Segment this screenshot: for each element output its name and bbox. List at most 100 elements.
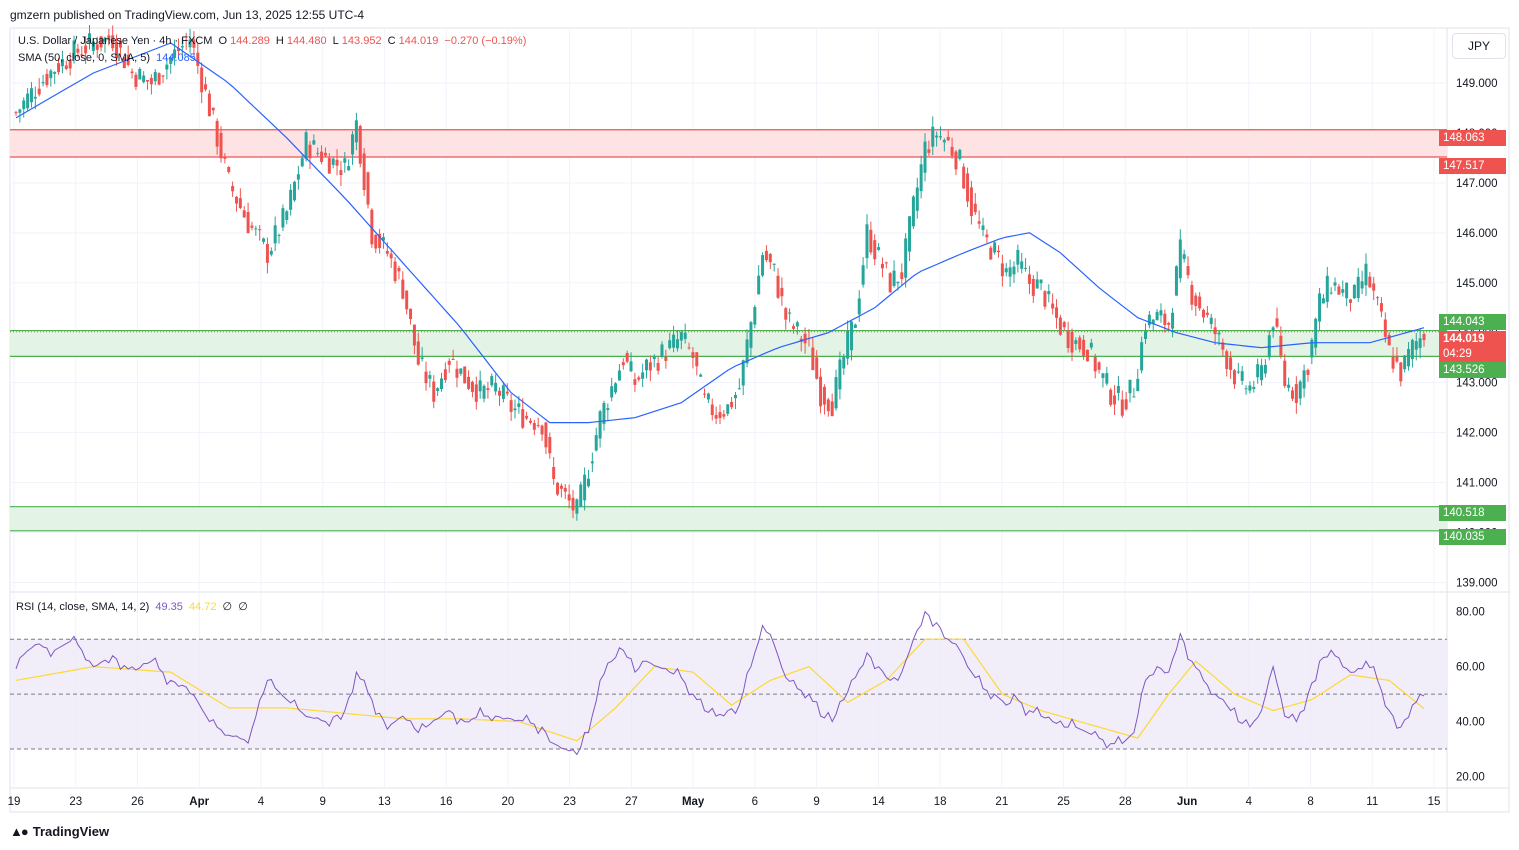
price-tick-label: 147.000 (1456, 178, 1498, 190)
candle-body (571, 497, 575, 511)
candle-body (1198, 296, 1202, 309)
change-value: −0.270 (−0.19%) (444, 35, 527, 47)
candle-body (877, 247, 881, 250)
candle-body (884, 262, 888, 264)
symbol-name[interactable]: U.S. Dollar / Japanese Yen · 4h · FXCM (18, 35, 213, 47)
candle-body (815, 357, 819, 379)
candle-body (173, 49, 177, 58)
time-tick-label: 9 (319, 796, 325, 808)
time-tick-label: Apr (189, 796, 209, 808)
candle-body (602, 403, 606, 424)
candle-body (869, 229, 873, 253)
sma-value: 144.085 (156, 52, 196, 64)
candle-body (467, 376, 471, 389)
candle-body (745, 339, 749, 364)
candle-body (374, 234, 378, 249)
candle-body (339, 170, 343, 176)
candle-body (1078, 337, 1082, 350)
published-header: gmzern published on TradingView.com, Jun… (10, 8, 364, 22)
candle-body (1167, 322, 1171, 325)
price-tick-label: 146.000 (1456, 228, 1498, 240)
candle-body (1341, 289, 1345, 293)
candle-body (590, 461, 594, 464)
candle-body (412, 324, 416, 346)
sma-line (15, 42, 1425, 424)
candle-body (1097, 362, 1101, 370)
currency-button[interactable]: JPY (1452, 33, 1506, 59)
candle-body (378, 233, 382, 248)
candles (14, 25, 1426, 521)
candle-body (416, 341, 420, 365)
candle-body (954, 151, 958, 170)
candle-body (919, 164, 923, 192)
candle-body (679, 332, 683, 341)
candle-body (293, 181, 297, 201)
candle-body (304, 132, 308, 159)
candle-body (176, 48, 180, 52)
candle-body (254, 228, 258, 230)
time-tick-label: 4 (258, 796, 265, 808)
time-tick-label: 6 (752, 796, 758, 808)
candle-body (401, 279, 405, 299)
candle-body (1298, 381, 1302, 399)
open-value: 144.289 (230, 35, 270, 47)
candle-body (84, 45, 88, 54)
candle-body (211, 107, 215, 111)
candle-body (942, 140, 946, 143)
candle-body (1395, 355, 1399, 362)
time-tick-label: 18 (934, 796, 947, 808)
sma-legend: SMA (50, close, 0, SMA, 5) 144.085 (18, 52, 199, 64)
tradingview-logo[interactable]: ▲● TradingView (10, 824, 109, 839)
candle-body (501, 385, 505, 399)
candle-body (556, 482, 560, 495)
candle-body (1391, 356, 1395, 369)
candle-body (614, 383, 618, 393)
candle-body (1252, 386, 1256, 390)
candle-body (1085, 349, 1089, 362)
candle-body (72, 40, 76, 59)
candle-body (1283, 360, 1287, 387)
candle-body (29, 88, 33, 103)
candle-body (76, 48, 80, 53)
high-value: 144.480 (286, 35, 327, 47)
time-tick-label: 21 (995, 796, 1008, 808)
candle-body (911, 196, 915, 227)
sma-label[interactable]: SMA (50, close, 0, SMA, 5) (18, 52, 151, 64)
candle-body (366, 172, 370, 205)
candle-body (428, 375, 432, 379)
resistance-zone (10, 129, 1447, 158)
countdown-label: 04:29 (1439, 346, 1506, 362)
candle-body (695, 352, 699, 367)
chart-frame (9, 27, 1510, 813)
candle-body (865, 224, 869, 259)
candle-body (68, 60, 72, 69)
candle-body (993, 242, 997, 253)
candle-body (977, 221, 981, 224)
candle-body (45, 73, 49, 86)
candle-body (320, 151, 324, 162)
candle-body (1004, 268, 1008, 273)
candle-body (962, 166, 966, 189)
candle-body (1321, 298, 1325, 304)
candle-body (989, 247, 993, 260)
rsi-label[interactable]: RSI (14, close, SMA, 14, 2) (16, 601, 150, 613)
support-zone (10, 506, 1447, 531)
candle-body (540, 425, 544, 435)
candle-body (204, 84, 208, 90)
candle-body (223, 156, 227, 159)
candle-body (776, 275, 780, 298)
candle-body (1410, 339, 1414, 360)
price-tick-label: 141.000 (1456, 478, 1498, 490)
time-tick-label: 23 (69, 796, 82, 808)
candle-body (730, 401, 734, 408)
candle-body (938, 136, 942, 138)
time-tick-label: 14 (872, 796, 885, 808)
candle-body (1132, 396, 1136, 398)
candle-body (1171, 312, 1175, 329)
candle-body (1383, 319, 1387, 337)
candle-body (1232, 370, 1236, 385)
open-label: O (218, 35, 228, 47)
price-tick-label: 142.000 (1456, 428, 1498, 440)
candle-body (1248, 385, 1252, 391)
